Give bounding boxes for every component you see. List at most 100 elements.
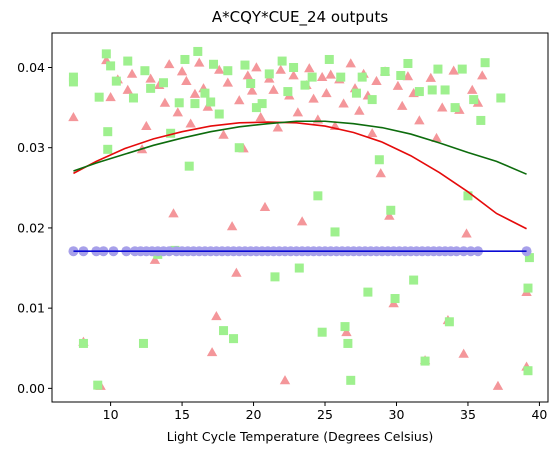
triangle-marker xyxy=(189,88,201,98)
square-marker xyxy=(440,85,450,95)
x-tick-label: 40 xyxy=(531,407,547,422)
square-marker xyxy=(414,87,424,97)
square-marker xyxy=(463,191,473,201)
fit-lines xyxy=(73,120,527,252)
y-tick-label: 0.02 xyxy=(17,220,45,235)
triangle-marker xyxy=(145,73,156,83)
square-marker xyxy=(330,227,340,237)
triangle-marker xyxy=(392,80,404,90)
square-marker xyxy=(78,338,88,348)
square-marker xyxy=(403,58,413,68)
triangle-marker xyxy=(461,228,472,238)
square-marker xyxy=(209,59,219,69)
square-marker xyxy=(427,85,437,95)
data-marks xyxy=(68,46,534,390)
x-tick-label: 10 xyxy=(103,407,119,422)
square-marker xyxy=(68,77,78,87)
square-marker xyxy=(270,272,280,282)
square-marker xyxy=(103,144,113,154)
triangle-marker xyxy=(211,310,222,321)
square-marker xyxy=(277,56,287,66)
square-marker xyxy=(346,375,356,385)
square-marker xyxy=(357,72,367,82)
square-marker xyxy=(200,88,210,98)
triangle-marker xyxy=(226,221,238,231)
square-marker xyxy=(174,98,184,108)
square-marker xyxy=(386,205,396,215)
x-axis-title: Light Cycle Temperature (Degrees Celsius… xyxy=(167,429,434,444)
fit-line xyxy=(73,121,527,230)
triangle-marker xyxy=(206,347,218,357)
chart-title: A*CQY*CUE_24 outputs xyxy=(212,8,388,27)
square-marker xyxy=(246,79,256,89)
square-marker xyxy=(351,88,361,98)
x-tick-label: 20 xyxy=(246,407,262,422)
square-marker xyxy=(420,356,430,366)
square-marker xyxy=(94,92,104,102)
square-marker xyxy=(476,115,486,125)
square-marker xyxy=(294,263,304,273)
triangle-marker xyxy=(255,112,266,122)
square-marker xyxy=(380,67,390,77)
square-marker xyxy=(390,294,400,304)
square-marker xyxy=(450,103,460,113)
square-marker xyxy=(363,287,373,297)
triangle-marker xyxy=(414,115,425,125)
triangle-marker xyxy=(105,91,116,102)
triangle-marker xyxy=(321,87,332,98)
square-marker xyxy=(93,380,103,390)
square-marker xyxy=(307,72,317,82)
square-marker xyxy=(229,334,239,344)
triangle-marker xyxy=(259,201,271,211)
square-marker xyxy=(300,80,310,90)
square-marker xyxy=(367,95,377,105)
triangle-marker xyxy=(448,65,459,75)
x-tick-label: 15 xyxy=(174,407,190,422)
triangle-marker xyxy=(251,62,262,72)
square-marker xyxy=(158,78,168,88)
square-marker xyxy=(146,83,156,93)
triangle-marker xyxy=(164,59,175,69)
square-marker xyxy=(219,326,229,336)
square-marker xyxy=(223,66,233,76)
square-marker xyxy=(264,69,274,79)
square-marker xyxy=(138,338,148,348)
triangle-marker xyxy=(242,70,254,80)
square-marker xyxy=(190,99,200,109)
triangle-marker xyxy=(149,254,161,264)
y-tick-label: 0.00 xyxy=(17,381,45,396)
square-marker xyxy=(128,93,138,103)
square-marker xyxy=(524,253,534,263)
square-marker xyxy=(433,64,443,74)
square-marker xyxy=(193,46,203,56)
triangle-marker xyxy=(218,129,229,139)
triangle-marker xyxy=(308,93,319,103)
square-marker xyxy=(457,64,467,74)
triangle-marker xyxy=(126,68,138,78)
triangle-marker xyxy=(371,75,382,86)
square-marker xyxy=(166,128,176,138)
square-marker xyxy=(257,99,267,109)
triangle-marker xyxy=(68,112,79,122)
square-marker xyxy=(396,71,406,81)
triangle-marker xyxy=(304,63,315,73)
triangle-marker xyxy=(425,72,436,82)
square-marker xyxy=(234,143,244,153)
triangle-marker xyxy=(288,70,299,80)
triangle-marker xyxy=(194,57,205,67)
triangle-marker xyxy=(316,71,328,82)
square-marker xyxy=(140,66,150,76)
triangle-marker xyxy=(296,216,308,226)
square-marker xyxy=(317,327,327,337)
triangle-marker xyxy=(159,97,171,107)
square-marker xyxy=(336,72,346,82)
square-marker xyxy=(103,127,113,137)
triangle-marker xyxy=(141,120,152,130)
triangle-marker xyxy=(477,70,488,80)
triangle-marker xyxy=(437,102,448,112)
triangle-marker xyxy=(312,114,324,124)
y-axis: 0.00 0.01 0.02 0.03 0.04 xyxy=(17,60,52,396)
square-marker xyxy=(480,58,490,68)
square-marker xyxy=(343,338,353,348)
triangle-marker xyxy=(397,100,408,110)
